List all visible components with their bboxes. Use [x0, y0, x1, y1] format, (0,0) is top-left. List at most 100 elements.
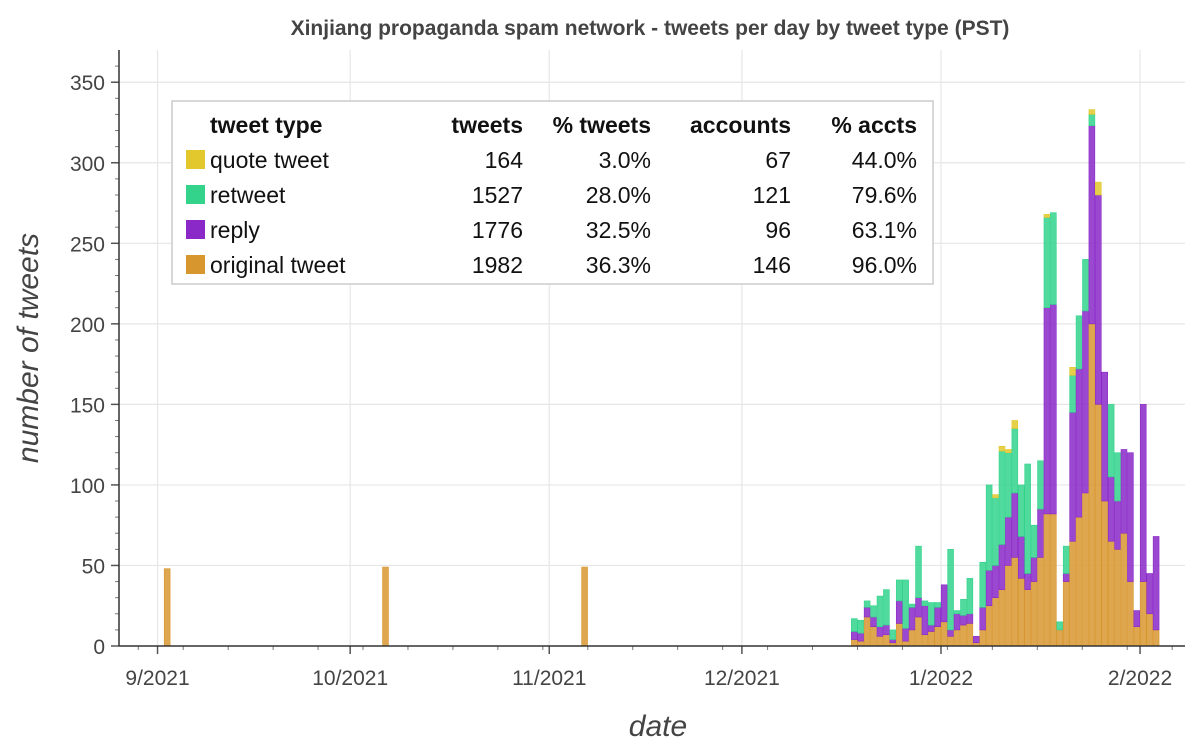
- y-tick-label: 50: [82, 555, 105, 578]
- bar-reply: [940, 584, 948, 623]
- chart-title: Xinjiang propaganda spam network - tweet…: [291, 17, 1010, 40]
- bar-original-tweet: [1095, 404, 1102, 647]
- axes-layer: 0 50 100 150 200 250 300 350 9/2021 10/2021 11/202…: [70, 50, 1185, 690]
- bar-original-tweet: [1075, 516, 1083, 647]
- bar-original-tweet: [1037, 557, 1044, 647]
- bar-quote-tweet: [1005, 449, 1012, 454]
- bar-original-tweet: [876, 636, 884, 647]
- bar-original-tweet: [1133, 626, 1141, 647]
- bars-layer: [163, 109, 1160, 647]
- bar-original-tweet: [940, 621, 948, 647]
- bar-reply: [985, 569, 993, 607]
- bar-reply: [973, 636, 980, 644]
- bar-reply: [1127, 452, 1134, 582]
- legend-tweets: 1776: [472, 217, 523, 243]
- bar-retweet: [998, 450, 1006, 545]
- legend-type: quote tweet: [210, 147, 330, 173]
- bar-retweet: [863, 600, 871, 608]
- legend-rows: quote tweet 164 3.0% 67 44.0% retweet 1527 28.0…: [186, 147, 917, 278]
- x-axis-label: date: [629, 710, 687, 743]
- bar-retweet: [1107, 404, 1115, 478]
- bar-reply: [998, 544, 1006, 590]
- x-tick-label: 11/2021: [512, 667, 586, 690]
- bar-original-tweet: [382, 566, 389, 647]
- bar-reply: [863, 607, 871, 618]
- bar-original-tweet: [1062, 581, 1070, 647]
- bar-reply: [934, 607, 942, 627]
- legend-pct-accts: 44.0%: [852, 147, 917, 173]
- bar-reply: [895, 600, 903, 624]
- bar-retweet: [851, 618, 858, 632]
- bar-retweet: [1011, 428, 1019, 494]
- bar-quote-tweet: [1069, 367, 1076, 376]
- bar-original-tweet: [163, 568, 171, 647]
- bar-original-tweet: [1152, 629, 1160, 647]
- bar-reply: [921, 605, 929, 636]
- legend-tweets: 1982: [472, 252, 523, 278]
- legend-pct-accts: 96.0%: [852, 252, 917, 278]
- bar-retweet: [1017, 484, 1025, 537]
- bar-reply: [1030, 557, 1038, 582]
- legend-header-accounts: accounts: [690, 112, 791, 138]
- bar-original-tweet: [992, 597, 999, 647]
- bar-original-tweet: [863, 616, 871, 647]
- bar-original-tweet: [1050, 513, 1057, 647]
- bar-reply: [1043, 307, 1051, 515]
- bar-reply: [1017, 536, 1025, 579]
- bar-retweet: [902, 579, 909, 629]
- legend-type: original tweet: [210, 252, 346, 278]
- y-tick-label: 150: [70, 394, 105, 417]
- bar-reply: [1050, 304, 1057, 515]
- legend-accounts: 146: [753, 252, 791, 278]
- legend-pct-tweets: 28.0%: [586, 182, 651, 208]
- legend-swatch: [186, 150, 205, 169]
- bar-reply: [960, 615, 967, 626]
- bar-reply: [992, 565, 999, 598]
- bar-reply: [966, 613, 974, 624]
- bar-original-tweet: [921, 634, 929, 647]
- legend-header-pct-tweets: % tweets: [553, 112, 651, 138]
- bar-reply: [889, 639, 897, 644]
- legend-type: reply: [210, 217, 260, 243]
- bar-original-tweet: [947, 636, 954, 647]
- bar-original-tweet: [985, 605, 993, 647]
- bar-original-tweet: [1030, 581, 1038, 647]
- bar-original-tweet: [1146, 613, 1153, 647]
- bar-original-tweet: [1107, 540, 1115, 647]
- bar-retweet: [947, 549, 954, 631]
- bar-original-tweet: [1011, 557, 1019, 647]
- bar-retweet: [1075, 315, 1083, 370]
- bar-retweet: [1030, 524, 1038, 558]
- bar-reply: [1152, 536, 1160, 631]
- bar-retweet: [876, 595, 884, 627]
- bar-quote-tweet: [998, 445, 1006, 452]
- y-tick-label: 200: [70, 314, 105, 337]
- bar-retweet: [1082, 259, 1089, 312]
- bar-retweet: [953, 610, 961, 615]
- legend-pct-accts: 63.1%: [852, 217, 917, 243]
- legend-pct-tweets: 32.5%: [586, 217, 651, 243]
- bar-retweet: [915, 545, 922, 598]
- bar-retweet: [1037, 460, 1044, 510]
- bar-original-tweet: [1024, 589, 1031, 647]
- bar-retweet: [934, 602, 942, 608]
- bar-original-tweet: [1005, 565, 1012, 647]
- bar-quote-tweet: [1043, 214, 1051, 218]
- bar-reply: [1062, 573, 1070, 582]
- legend-swatch: [186, 255, 205, 274]
- bar-reply: [1069, 412, 1076, 542]
- bar-retweet: [908, 603, 916, 608]
- legend-swatch: [186, 220, 205, 239]
- bar-original-tweet: [870, 626, 877, 647]
- bar-reply: [1120, 449, 1128, 534]
- bar-retweet: [928, 602, 935, 626]
- bar-reply: [947, 629, 954, 637]
- bar-retweet: [966, 578, 974, 615]
- bar-original-tweet: [1120, 532, 1128, 647]
- bar-retweet: [1024, 463, 1031, 574]
- legend-accounts: 67: [765, 147, 791, 173]
- bar-reply: [1101, 371, 1108, 502]
- y-tick-label: 350: [70, 72, 105, 95]
- bar-original-tweet: [1017, 578, 1025, 647]
